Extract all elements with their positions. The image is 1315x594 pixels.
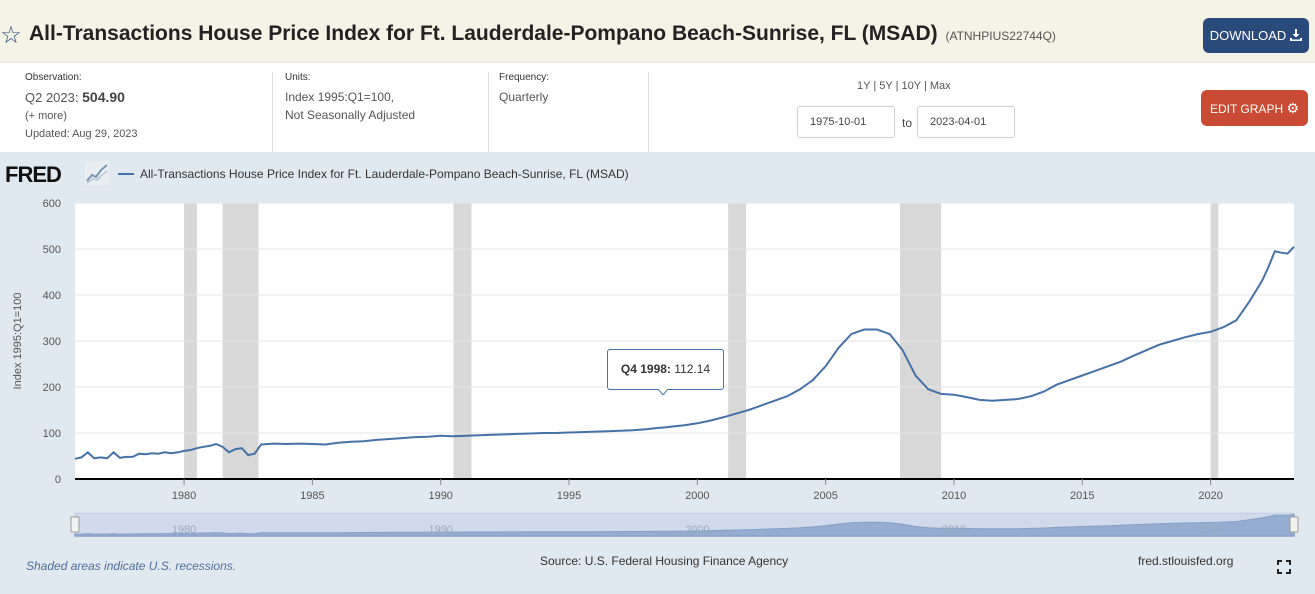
y-tick-label: 400 [43, 290, 61, 302]
tooltip-period: Q4 1998: [620, 362, 671, 376]
x-tick-label: 1995 [557, 490, 581, 502]
navigator-right-handle[interactable] [1289, 516, 1299, 533]
download-button[interactable]: DOWNLOAD [1203, 18, 1309, 53]
navigator-label: 1990 [428, 524, 452, 536]
updated-date: Updated: Aug 29, 2023 [25, 128, 138, 140]
observation-line: Q2 2023: 504.90 [25, 88, 265, 107]
source-url[interactable]: fred.stlouisfed.org [1138, 554, 1234, 568]
x-tick-label: 2010 [942, 490, 966, 502]
gear-icon: ⚙ [1286, 100, 1300, 116]
range-5y-link[interactable]: 5Y [879, 80, 893, 92]
y-tick-label: 300 [43, 336, 61, 348]
navigator-label: 2020 [1198, 524, 1222, 536]
recession-note: Shaded areas indicate U.S. recessions. [26, 559, 237, 573]
fred-chart-icon [85, 161, 109, 185]
range-links: 1Y | 5Y | 10Y | Max [857, 80, 951, 92]
chart-svg[interactable]: 0 100 200 300 400 500 600 1980 1985 1990 1995 2000 2… [0, 152, 1315, 594]
observation-box: Observation: Q2 2023: 504.90 (+ more) Up… [25, 72, 265, 152]
navigator-label: 1980 [172, 524, 196, 536]
frequency-label: Frequency: [499, 72, 550, 83]
x-tick-label: 1980 [172, 490, 196, 502]
divider [488, 72, 489, 152]
source-text: Source: U.S. Federal Housing Finance Age… [540, 554, 789, 568]
units-line2: Not Seasonally Adjusted [285, 108, 416, 122]
units-box: Units: Index 1995:Q1=100, Not Seasonally… [285, 72, 485, 152]
y-tick-label: 0 [55, 474, 61, 486]
meta-row: Observation: Q2 2023: 504.90 (+ more) Up… [0, 64, 1315, 152]
tooltip-value: 112.14 [674, 362, 711, 376]
frequency-value: Quarterly [499, 90, 549, 104]
y-tick-label: 200 [43, 382, 61, 394]
x-tick-label: 2015 [1070, 490, 1094, 502]
series-title: All-Transactions House Price Index for F… [29, 22, 938, 45]
divider [272, 72, 273, 152]
tooltip: Q4 1998: 112.14 [607, 349, 724, 390]
series-line[interactable] [74, 246, 1295, 460]
divider [648, 72, 649, 152]
fred-logo[interactable]: FRED [5, 162, 62, 187]
download-label: DOWNLOAD [1209, 28, 1287, 43]
edit-graph-label: EDIT GRAPH [1209, 102, 1284, 116]
y-tick-label: 500 [43, 244, 61, 256]
navigator-selection[interactable] [75, 513, 1294, 536]
star-icon[interactable]: ☆ [0, 22, 22, 49]
range-1y-link[interactable]: 1Y [857, 80, 871, 92]
range-separator: | [923, 80, 927, 92]
observation-label: Observation: [25, 72, 82, 83]
page-title: All-Transactions House Price Index for F… [29, 22, 1056, 46]
units-line1: Index 1995:Q1=100, [285, 90, 395, 104]
to-label: to [902, 116, 913, 130]
range-separator: | [895, 80, 899, 92]
x-tick-label: 1990 [428, 490, 452, 502]
end-date-input[interactable]: 2023-04-01 [917, 106, 1015, 138]
chart-area: FRED All-Transactions House Price Index … [0, 152, 1315, 594]
observation-value: 504.90 [82, 89, 125, 105]
x-tick-label: 1985 [300, 490, 324, 502]
legend-swatch [118, 173, 134, 175]
y-tick-label: 100 [43, 428, 61, 440]
frequency-box: Frequency: Quarterly [499, 72, 639, 152]
y-tick-label: 600 [43, 198, 61, 210]
x-tick-label: 2020 [1198, 490, 1222, 502]
navigator-label: 2010 [942, 524, 966, 536]
range-10y-link[interactable]: 10Y [901, 80, 921, 92]
observation-period: Q2 2023: [25, 90, 79, 105]
units-label: Units: [285, 72, 311, 83]
range-separator: | [873, 80, 877, 92]
start-date-input[interactable]: 1975-10-01 [797, 106, 895, 138]
tooltip-pointer [658, 389, 668, 395]
navigator-left-handle[interactable] [70, 516, 80, 533]
more-link[interactable]: (+ more) [25, 110, 67, 122]
fullscreen-icon[interactable] [1277, 560, 1291, 574]
y-axis-title: Index 1995:Q1=100 [12, 293, 24, 390]
edit-graph-button[interactable]: EDIT GRAPH ⚙ [1201, 90, 1308, 126]
range-max-link[interactable]: Max [929, 80, 951, 92]
title-bar: ☆ All-Transactions House Price Index for… [0, 0, 1315, 63]
navigator-label: 2000 [685, 524, 709, 536]
x-tick-label: 2005 [813, 490, 837, 502]
x-tick-label: 2000 [685, 490, 709, 502]
download-icon [1290, 29, 1303, 41]
series-id: (ATNHPIUS22744Q) [945, 29, 1056, 43]
legend-label: All-Transactions House Price Index for F… [140, 167, 629, 181]
